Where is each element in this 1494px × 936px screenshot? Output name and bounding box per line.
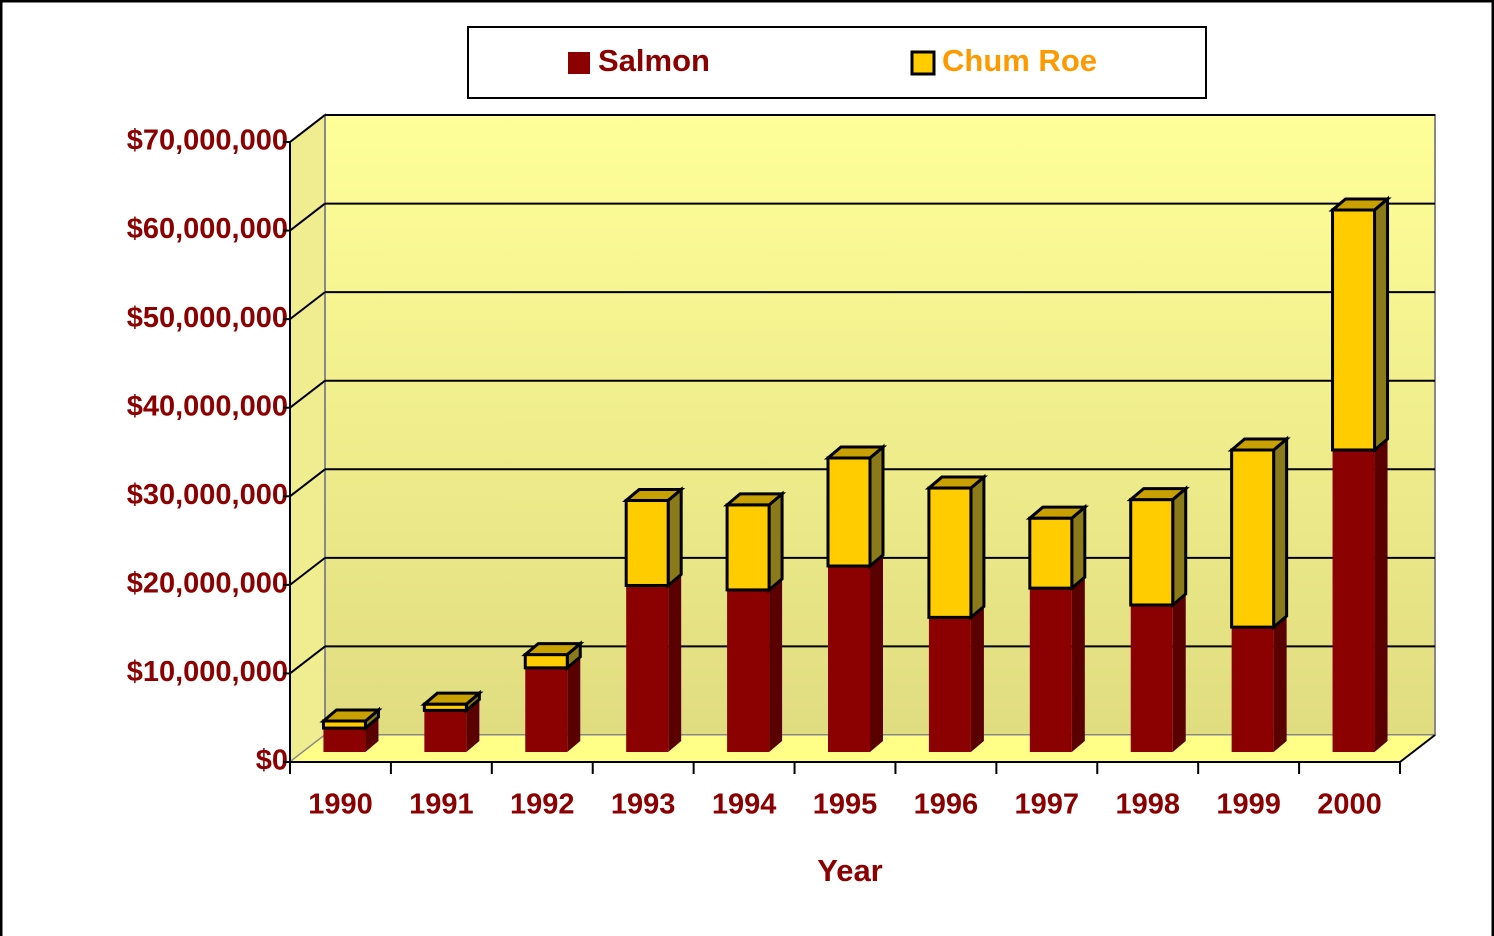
bar-side <box>668 574 682 752</box>
bar <box>624 498 670 587</box>
bar <box>1231 627 1274 752</box>
legend <box>467 26 1207 99</box>
x-tick-label: 2000 <box>1317 789 1382 821</box>
y-tick-label: $10,000,000 <box>127 656 288 688</box>
bar-top <box>1227 437 1291 452</box>
bar <box>1332 449 1375 752</box>
bar-top <box>924 475 989 490</box>
bar <box>725 503 771 592</box>
y-tick-label: $40,000,000 <box>127 390 288 422</box>
legend-label: Chum Roe <box>942 43 1097 78</box>
grid-line <box>289 379 326 409</box>
bar <box>927 486 973 619</box>
bar <box>826 456 872 568</box>
bar <box>1029 588 1072 752</box>
legend-swatch <box>910 50 936 76</box>
x-tick-label: 1995 <box>813 789 878 821</box>
bar-side <box>567 656 581 752</box>
x-tick-label: 1993 <box>611 789 676 821</box>
y-tick-label: $20,000,000 <box>127 568 288 600</box>
bar-side <box>1172 593 1186 752</box>
bar <box>928 617 971 752</box>
x-tick-label: 1991 <box>409 789 474 821</box>
x-tick-label: 1999 <box>1216 789 1281 821</box>
bar <box>525 667 568 752</box>
bar-side <box>1374 438 1388 752</box>
x-tick-label: 1990 <box>308 789 373 821</box>
grid-line <box>289 202 326 232</box>
y-tick-label: $50,000,000 <box>127 302 288 334</box>
x-tick-label: 1997 <box>1015 789 1080 821</box>
grid-line <box>289 645 326 675</box>
bar-side <box>1071 577 1085 752</box>
bar <box>323 728 366 752</box>
bar-top <box>1126 487 1190 502</box>
bar <box>1130 604 1173 752</box>
bar <box>1129 498 1175 607</box>
bar-top <box>1328 197 1392 212</box>
bar <box>424 710 467 752</box>
legend-label: Salmon <box>598 43 710 78</box>
bar <box>1230 448 1276 629</box>
bar-side <box>466 699 480 752</box>
grid-line <box>289 114 326 143</box>
bar-side <box>970 606 984 752</box>
y-tick-label: $30,000,000 <box>127 479 288 511</box>
bar-side <box>767 490 784 594</box>
bar-top <box>823 445 888 460</box>
x-axis-depth <box>1399 734 1436 763</box>
bar-top <box>319 708 383 723</box>
bar <box>727 589 770 752</box>
bar-side <box>1272 435 1289 631</box>
grid-line <box>289 291 326 320</box>
bar-side <box>1070 503 1087 592</box>
bar-top <box>521 642 585 657</box>
bar-side <box>969 473 986 621</box>
bar-side <box>870 555 883 752</box>
y-tick-label: $60,000,000 <box>127 213 288 245</box>
x-tick-label: 1996 <box>914 789 979 821</box>
bar <box>1331 208 1377 452</box>
bar-side <box>666 486 683 589</box>
x-axis-label: Year <box>817 853 883 888</box>
y-tick-label: $0 <box>256 745 288 777</box>
side-wall <box>289 112 326 765</box>
legend-swatch <box>568 52 590 74</box>
bar <box>523 653 569 670</box>
grid-line <box>289 557 326 586</box>
bar-top <box>420 691 484 706</box>
bar <box>828 566 870 752</box>
bar-side <box>769 578 783 752</box>
bar-side <box>1171 485 1188 609</box>
bar <box>1028 516 1074 590</box>
bar-top <box>622 487 686 502</box>
bar-top <box>722 492 787 507</box>
x-tick-label: 1994 <box>712 789 777 821</box>
grid-line <box>289 468 326 498</box>
y-tick-label: $70,000,000 <box>127 125 288 157</box>
bar-side <box>1373 195 1390 454</box>
bar <box>626 585 669 752</box>
bar-side <box>1273 616 1287 752</box>
bar-top <box>1025 505 1089 520</box>
x-tick-label: 1998 <box>1115 789 1180 821</box>
bar-side <box>868 443 885 570</box>
x-tick-label: 1992 <box>510 789 575 821</box>
